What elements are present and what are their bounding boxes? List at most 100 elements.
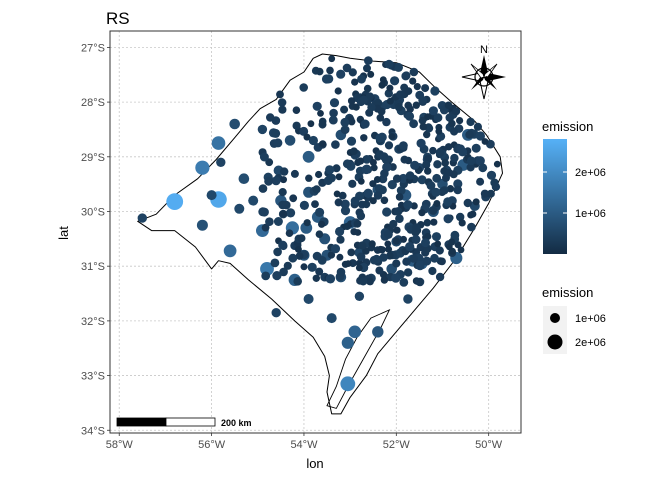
- emission-point-small: [423, 218, 432, 227]
- emission-point-small: [421, 238, 430, 248]
- emission-point-small: [471, 143, 481, 153]
- y-tick-label: 28°S: [81, 97, 105, 109]
- emission-point-small: [347, 97, 356, 105]
- emission-point-small: [448, 238, 456, 246]
- emission-point-small: [463, 198, 472, 208]
- emission-point-small: [273, 217, 283, 226]
- emission-point-small: [434, 240, 442, 248]
- emission-point-small: [358, 241, 367, 250]
- emission-point-small: [394, 207, 403, 216]
- emission-point-small: [396, 186, 406, 195]
- emission-point-small: [433, 200, 441, 207]
- emission-point-small: [329, 98, 340, 108]
- emission-point-small: [347, 248, 356, 257]
- emission-point-small: [430, 253, 439, 263]
- emission-point-small: [368, 240, 376, 248]
- emission-point-small: [435, 246, 444, 255]
- emission-point-small: [273, 138, 283, 148]
- emission-point-small: [415, 260, 425, 271]
- emission-point-small: [379, 76, 387, 84]
- emission-point-small: [266, 113, 275, 122]
- emission-point-small: [340, 105, 349, 114]
- emission-point-small: [409, 67, 419, 77]
- emission-point-small: [435, 127, 443, 135]
- emission-point-small: [432, 173, 442, 183]
- emission-point-small: [359, 95, 369, 105]
- emission-point-small: [399, 278, 409, 287]
- emission-point-small: [472, 198, 480, 206]
- emission-point: [354, 291, 365, 301]
- emission-point-small: [446, 185, 455, 193]
- compass-north-label: N: [480, 44, 488, 56]
- size-legend-label-large: 2e+06: [575, 337, 606, 349]
- size-legend-key-large: [547, 334, 563, 350]
- emission-point-small: [433, 160, 442, 169]
- emission-point-small: [419, 122, 428, 131]
- emission-point: [271, 308, 281, 318]
- emission-point-small: [393, 226, 401, 234]
- emission-point-small: [318, 220, 326, 228]
- emission-point-small: [293, 277, 303, 286]
- emission-point-small: [327, 251, 336, 259]
- panel-border: [109, 30, 522, 434]
- emission-point-small: [424, 113, 432, 121]
- emission-point-small: [360, 134, 368, 142]
- emission-point-small: [403, 268, 413, 277]
- emission-point: [303, 294, 314, 304]
- emission-point-small: [350, 147, 358, 155]
- emission-point-small: [452, 107, 461, 116]
- colorbar-gradient: [543, 139, 567, 254]
- emission-point: [196, 219, 208, 231]
- emission-point-small: [356, 211, 366, 221]
- emission-point-small: [418, 209, 426, 217]
- map-title: RS: [106, 9, 130, 28]
- emission-point-small: [359, 277, 368, 286]
- emission-point-small: [388, 133, 396, 140]
- emission-point-small: [330, 244, 341, 254]
- emission-point-small: [380, 276, 389, 284]
- emission-point-small: [348, 68, 357, 77]
- emission-point-small: [412, 223, 421, 232]
- emission-point-small: [370, 164, 378, 172]
- emission-point-small: [328, 115, 338, 125]
- emission-point-small: [450, 153, 459, 163]
- emission-point-small: [352, 103, 360, 111]
- emission-point-small: [418, 95, 428, 105]
- emission-point-small: [264, 176, 273, 186]
- emission-point-small: [357, 74, 366, 84]
- emission-point-small: [375, 266, 384, 275]
- emission-point-small: [285, 229, 294, 237]
- emission-point-small: [486, 189, 495, 198]
- emission-point-small: [340, 125, 350, 135]
- emission-point-small: [469, 210, 477, 218]
- emission-point-small: [315, 170, 323, 179]
- emission-point-small: [466, 163, 475, 172]
- emission-point: [223, 244, 237, 258]
- emission-point-small: [405, 242, 415, 252]
- emission-point-small: [277, 98, 287, 107]
- emission-point-small: [312, 185, 321, 194]
- emission-point-small: [396, 90, 405, 99]
- emission-points: [137, 55, 501, 392]
- emission-point-small: [403, 200, 413, 210]
- emission-point-small: [303, 219, 311, 227]
- emission-point-small: [475, 131, 485, 141]
- emission-point-small: [387, 180, 397, 190]
- emission-point-small: [357, 178, 365, 185]
- emission-point-small: [280, 167, 289, 176]
- emission-point-small: [334, 87, 342, 95]
- emission-point-small: [432, 232, 441, 242]
- emission-point-small: [315, 67, 324, 76]
- emission-point-small: [386, 252, 394, 260]
- emission-point-small: [453, 179, 463, 189]
- emission-point-small: [400, 235, 407, 243]
- emission-point-small: [312, 274, 320, 282]
- emission-point-small: [423, 130, 431, 139]
- x-tick-label: 52°W: [383, 439, 411, 451]
- y-tick-label: 29°S: [81, 152, 105, 164]
- emission-point-small: [307, 120, 315, 128]
- emission-point-small: [333, 190, 341, 198]
- emission-point-small: [360, 119, 370, 129]
- emission-point-small: [428, 266, 437, 276]
- emission-point-small: [457, 246, 465, 254]
